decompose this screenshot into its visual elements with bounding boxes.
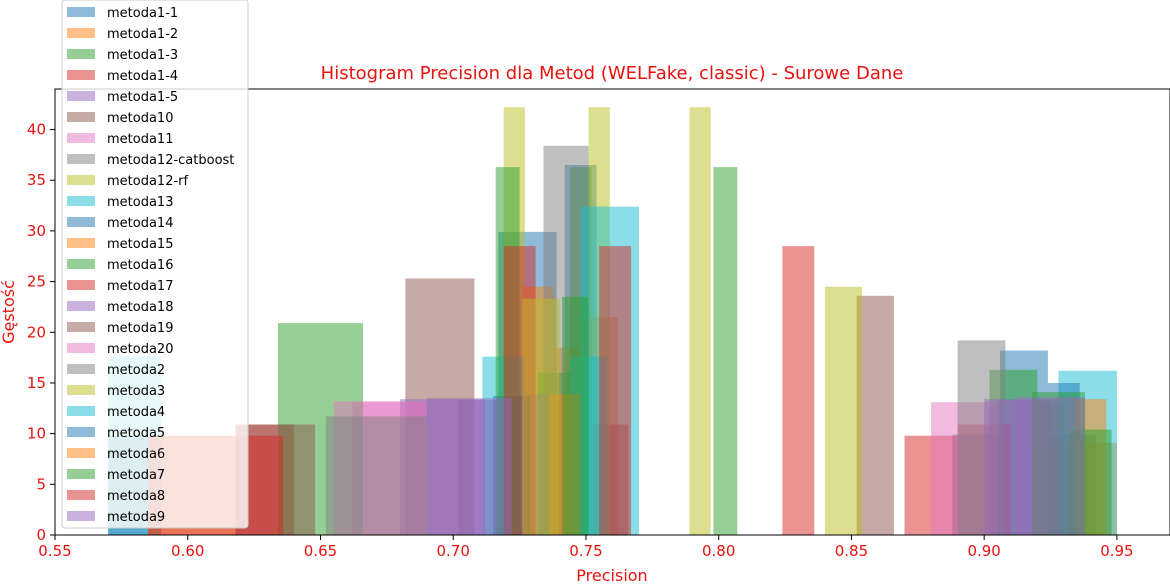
histogram-bar-series-12-2	[713, 167, 738, 535]
y-tick-label: 10	[27, 425, 46, 443]
legend-swatch	[67, 259, 95, 269]
legend-label: metoda2	[107, 363, 165, 378]
legend-swatch	[67, 364, 95, 374]
y-tick-label: 15	[27, 374, 46, 392]
y-tick-label: 40	[27, 121, 46, 139]
legend-swatch	[67, 343, 95, 353]
y-axis-label: Gęstość	[0, 280, 18, 344]
legend-label: metoda15	[107, 237, 173, 252]
histogram-bar-series-5-1	[856, 295, 894, 535]
legend-label: metoda9	[107, 510, 165, 525]
legend-label: metoda5	[107, 426, 165, 441]
legend-label: metoda1-3	[107, 48, 178, 63]
legend-swatch	[67, 7, 95, 17]
legend-swatch	[67, 238, 95, 248]
histogram-bars	[108, 107, 1117, 536]
y-tick-label: 25	[27, 273, 46, 291]
x-tick-label: 0.80	[702, 542, 735, 560]
x-tick-label: 0.55	[38, 542, 71, 560]
legend-label: metoda20	[107, 342, 173, 357]
legend-label: metoda17	[107, 279, 173, 294]
histogram-bar-series-22-0	[562, 296, 589, 535]
histogram-bar-series-24-1	[1016, 397, 1085, 535]
legend-swatch	[67, 406, 95, 416]
legend-swatch	[67, 301, 95, 311]
y-tick-label: 20	[27, 323, 46, 341]
x-tick-label: 0.65	[304, 542, 337, 560]
x-tick-label: 0.90	[967, 542, 1000, 560]
legend-swatch	[67, 70, 95, 80]
legend-swatch	[67, 49, 95, 59]
histogram-bar-series-24-0	[426, 398, 512, 535]
legend-label: metoda1-2	[107, 27, 178, 42]
legend-swatch	[67, 469, 95, 479]
legend-label: metoda6	[107, 447, 165, 462]
legend-frame	[61, 0, 249, 529]
x-tick-label: 0.60	[171, 542, 204, 560]
legend-swatch	[67, 133, 95, 143]
legend-label: metoda18	[107, 300, 173, 315]
y-tick-label: 5	[36, 475, 46, 493]
histogram-bar-series-13-2	[782, 246, 815, 535]
legend-swatch	[67, 112, 95, 122]
legend-swatch	[67, 511, 95, 521]
y-tick-label: 0	[36, 526, 46, 544]
legend-label: metoda19	[107, 321, 173, 336]
legend: metoda1-1 metoda1-2 metoda1-3 metoda1-4 meto…	[61, 0, 249, 529]
legend-label: metoda12-catboost	[107, 153, 234, 168]
legend-label: metoda1-5	[107, 90, 178, 105]
legend-label: metoda16	[107, 258, 173, 273]
legend-swatch	[67, 91, 95, 101]
legend-label: metoda7	[107, 468, 165, 483]
x-tick-label: 0.95	[1100, 542, 1133, 560]
legend-swatch	[67, 322, 95, 332]
legend-label: metoda1-4	[107, 69, 178, 84]
x-tick-label: 0.85	[835, 542, 868, 560]
x-axis: 0.55 0.60 0.65 0.70 0.75 0.80 0.85 0.90 0.95	[38, 535, 1134, 560]
legend-swatch	[67, 175, 95, 185]
legend-label: metoda13	[107, 195, 173, 210]
histogram-bar-series-18-0	[522, 298, 560, 535]
legend-swatch	[67, 385, 95, 395]
chart-title: Histogram Precision dla Metod (WELFake, …	[321, 63, 904, 84]
x-axis-label: Precision	[576, 566, 647, 585]
legend-swatch	[67, 448, 95, 458]
legend-swatch	[67, 427, 95, 437]
legend-label: metoda8	[107, 489, 165, 504]
legend-label: metoda14	[107, 216, 173, 231]
legend-swatch	[67, 490, 95, 500]
y-axis: 0 5 10 15 20 25 30 35 40	[27, 121, 55, 544]
legend-swatch	[67, 28, 95, 38]
legend-swatch	[67, 154, 95, 164]
x-tick-label: 0.75	[569, 542, 602, 560]
legend-swatch	[67, 280, 95, 290]
legend-label: metoda12-rf	[107, 174, 189, 189]
histogram-bar-series-8-3	[824, 286, 863, 535]
legend-label: metoda1-1	[107, 6, 178, 21]
legend-label: metoda11	[107, 132, 173, 147]
legend-label: metoda4	[107, 405, 165, 420]
histogram-bar-series-13-1	[599, 246, 632, 535]
legend-label: metoda3	[107, 384, 165, 399]
y-tick-label: 35	[27, 171, 46, 189]
legend-swatch	[67, 217, 95, 227]
legend-swatch	[67, 196, 95, 206]
legend-label: metoda10	[107, 111, 173, 126]
x-tick-label: 0.70	[437, 542, 470, 560]
y-tick-label: 30	[27, 222, 46, 240]
histogram-bar-series-17-0	[325, 416, 427, 535]
plot-frame	[54, 88, 1170, 536]
histogram-bar-series-8-2	[689, 107, 711, 535]
